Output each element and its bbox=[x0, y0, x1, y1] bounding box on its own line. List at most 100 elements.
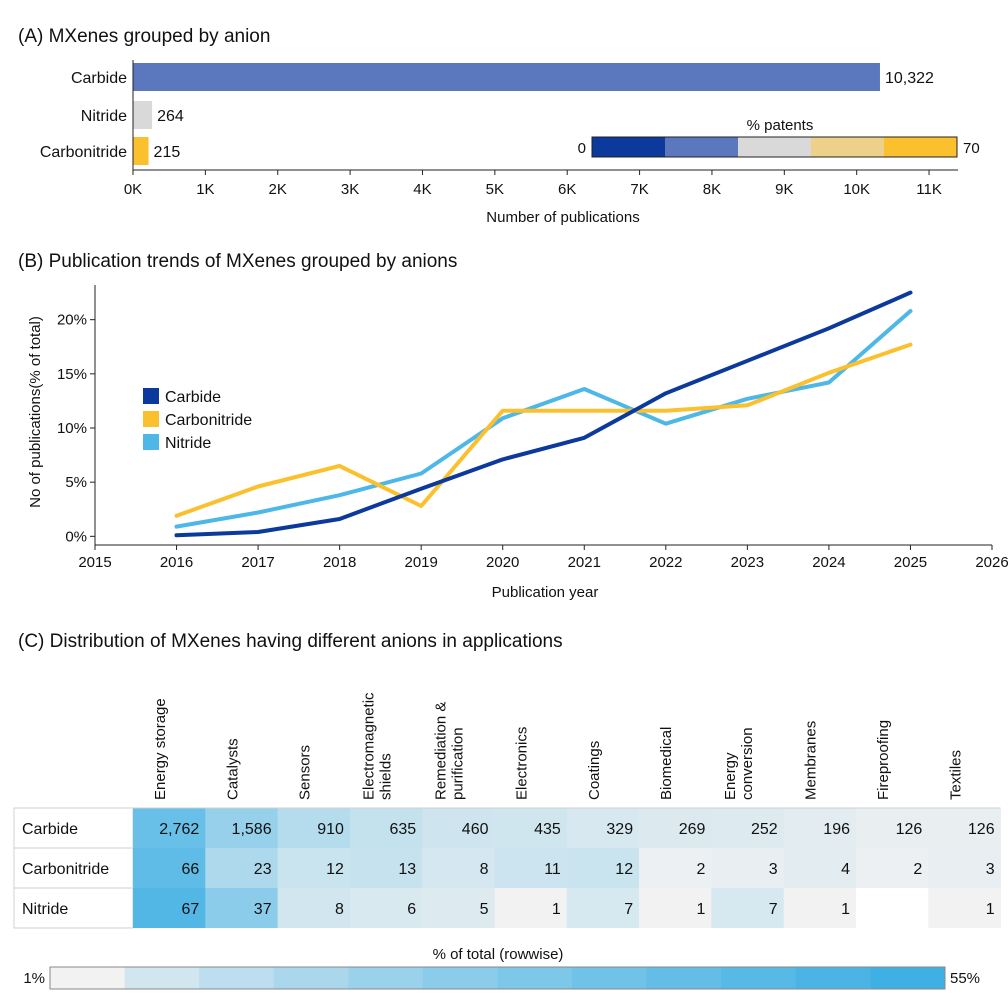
panel-b-ylabel: No of publications(% of total) bbox=[27, 316, 44, 508]
heatmap-cell bbox=[566, 888, 640, 928]
heatmap-cell-value: 1,586 bbox=[232, 821, 272, 838]
rowwise-colorbar-segment bbox=[870, 967, 946, 989]
row-label-nitride: Nitride bbox=[22, 901, 68, 918]
heatmap-cell-value: 6 bbox=[407, 901, 416, 918]
heatmap-cell bbox=[856, 888, 929, 928]
heatmap-cell-value: 460 bbox=[462, 821, 489, 838]
column-header-fireproofing: Fireproofing bbox=[875, 720, 892, 800]
heatmap-cell-value: 11 bbox=[544, 861, 561, 878]
heatmap-cell bbox=[566, 808, 640, 848]
panel-b-title: (B) Publication trends of MXenes grouped… bbox=[18, 251, 457, 272]
legend-swatch-carbide bbox=[143, 388, 159, 404]
heatmap-cell bbox=[856, 848, 929, 888]
column-header-textiles: Textiles bbox=[947, 750, 964, 800]
heatmap-cell bbox=[205, 808, 278, 848]
heatmap-cell bbox=[422, 808, 495, 848]
panel-b-xtick-label: 2026 bbox=[975, 554, 1008, 571]
heatmap-cell bbox=[277, 888, 351, 928]
line-carbide bbox=[174, 290, 913, 538]
legend-label-nitride: Nitride bbox=[165, 435, 211, 452]
bar-value-carbide: 10,322 bbox=[885, 70, 934, 87]
heatmap-cell-value: 66 bbox=[182, 861, 200, 878]
row-header-cell bbox=[13, 847, 134, 889]
heatmap-cell-value: 196 bbox=[823, 821, 850, 838]
panel-a-xtick-label: 10K bbox=[843, 181, 870, 198]
heatmap-cell bbox=[422, 888, 495, 928]
heatmap-cell bbox=[133, 888, 206, 928]
heatmap-cell-value: 910 bbox=[317, 821, 344, 838]
rowwise-colorbar-segment bbox=[572, 967, 648, 989]
panel-a-xtick-label: 6K bbox=[558, 181, 576, 198]
patents-colorbar-frame bbox=[591, 136, 958, 158]
row-label-carbonitride: Carbonitride bbox=[22, 861, 109, 878]
panel-b: (B) Publication trends of MXenes grouped… bbox=[18, 251, 1008, 601]
panel-b-legend: Carbide Carbonitride Nitride bbox=[143, 388, 252, 452]
panel-c-title: (C) Distribution of MXenes having differ… bbox=[18, 631, 563, 652]
rowwise-colorbar-max-label: 55% bbox=[950, 970, 980, 987]
rowwise-colorbar-segment bbox=[422, 967, 498, 989]
heatmap-cell-value: 4 bbox=[841, 861, 850, 878]
panel-b-xlabel: Publication year bbox=[492, 584, 599, 601]
heatmap-cell-value: 435 bbox=[534, 821, 561, 838]
row-header-cell bbox=[13, 887, 134, 929]
patents-colorbar-segment bbox=[592, 137, 666, 157]
legend-label-carbide: Carbide bbox=[165, 389, 221, 406]
heatmap-cell bbox=[711, 888, 785, 928]
panel-a-xtick-label: 1K bbox=[196, 181, 214, 198]
column-header-electronics: Electronics bbox=[514, 727, 531, 800]
column-header-catalysts: Catalysts bbox=[224, 738, 241, 800]
bar-label-carbonitride: Carbonitride bbox=[40, 144, 127, 161]
panel-b-xtick-label: 2025 bbox=[894, 554, 927, 571]
heatmap-cell bbox=[494, 848, 568, 888]
panel-a-xtick-label: 0K bbox=[124, 181, 142, 198]
column-header-remediation-purification: purification bbox=[450, 727, 467, 800]
heatmap-cell-value: 2 bbox=[913, 861, 922, 878]
patents-colorbar-min-label: 0 bbox=[578, 140, 586, 157]
legend-swatch-carbonitride bbox=[143, 411, 159, 427]
bar-nitride bbox=[133, 101, 153, 129]
panel-a-xtick-label: 4K bbox=[413, 181, 431, 198]
row-label-carbide: Carbide bbox=[22, 821, 78, 838]
heatmap-cell bbox=[566, 848, 640, 888]
heatmap-cell bbox=[856, 808, 929, 848]
heatmap-cell bbox=[639, 888, 712, 928]
heatmap-cell bbox=[928, 888, 1001, 928]
bar-label-nitride: Nitride bbox=[81, 108, 127, 125]
panel-a: (A) MXenes grouped by anion Carbide 10,32… bbox=[18, 26, 980, 226]
heatmap-cell-value: 1 bbox=[986, 901, 995, 918]
heatmap-cell bbox=[277, 808, 351, 848]
heatmap-cell bbox=[928, 808, 1001, 848]
column-header-biomedical: Biomedical bbox=[658, 727, 675, 800]
bar-value-carbonitride: 215 bbox=[154, 144, 181, 161]
heatmap-cell bbox=[928, 848, 1001, 888]
panel-b-xtick-label: 2017 bbox=[241, 554, 274, 571]
heatmap-cell-value: 13 bbox=[398, 861, 416, 878]
patents-colorbar-segment bbox=[665, 137, 739, 157]
rowwise-colorbar-segment bbox=[124, 967, 200, 989]
column-header-sensors: Sensors bbox=[297, 745, 314, 800]
panel-a-xtick-label: 8K bbox=[703, 181, 721, 198]
heatmap-cell-value: 1 bbox=[552, 901, 561, 918]
heatmap-cell-value: 2 bbox=[696, 861, 705, 878]
panel-a-xtick-label: 7K bbox=[630, 181, 648, 198]
panel-b-xtick-label: 2015 bbox=[78, 554, 111, 571]
heatmap-cell bbox=[205, 848, 278, 888]
panel-a-xtick-label: 3K bbox=[341, 181, 359, 198]
heatmap-cell-value: 2,762 bbox=[159, 821, 199, 838]
heatmap-cell bbox=[349, 848, 423, 888]
rowwise-colorbar bbox=[49, 966, 946, 990]
panel-b-xtick-label: 2023 bbox=[731, 554, 764, 571]
patents-colorbar: % patents 0 70 bbox=[578, 117, 980, 158]
heatmap-cell-value: 23 bbox=[254, 861, 272, 878]
column-header-energy-storage: Energy storage bbox=[152, 698, 169, 800]
heatmap-cell bbox=[783, 808, 857, 848]
heatmap-cell-value: 1 bbox=[696, 901, 705, 918]
legend-swatch-nitride bbox=[143, 434, 159, 450]
heatmap-cell-value: 5 bbox=[480, 901, 489, 918]
panel-a-title: (A) MXenes grouped by anion bbox=[18, 26, 270, 47]
patents-colorbar-segment bbox=[811, 137, 885, 157]
heatmap-cell bbox=[349, 888, 423, 928]
heatmap-cell bbox=[711, 848, 785, 888]
column-header-remediation-purification: Remediation & bbox=[433, 702, 450, 800]
legend-label-carbonitride: Carbonitride bbox=[165, 412, 252, 429]
